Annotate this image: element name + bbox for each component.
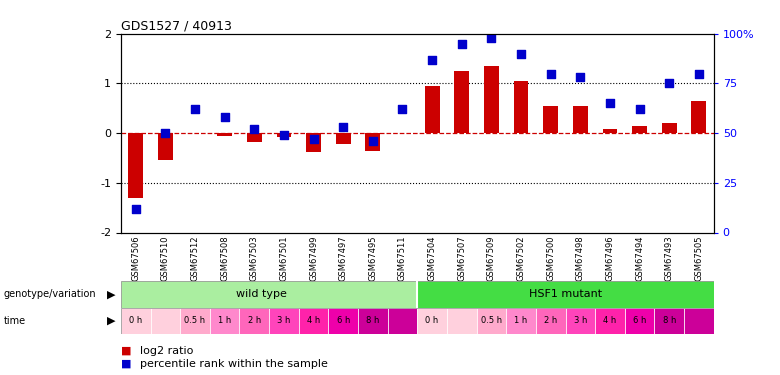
Text: 4 h: 4 h bbox=[604, 316, 616, 325]
Bar bbox=[544, 106, 558, 133]
Text: 0.5 h: 0.5 h bbox=[480, 316, 502, 325]
Point bbox=[337, 124, 349, 130]
Text: 0 h: 0 h bbox=[129, 316, 142, 325]
Bar bbox=[595, 308, 625, 334]
Text: ■: ■ bbox=[121, 359, 131, 369]
Bar bbox=[180, 308, 210, 334]
Point bbox=[604, 100, 616, 106]
Bar bbox=[158, 133, 173, 160]
Point bbox=[544, 70, 557, 76]
Bar bbox=[514, 81, 529, 133]
Bar bbox=[388, 308, 417, 334]
Point bbox=[159, 130, 172, 136]
Point bbox=[189, 106, 201, 112]
Bar bbox=[328, 308, 358, 334]
Text: percentile rank within the sample: percentile rank within the sample bbox=[140, 359, 328, 369]
Text: HSF1 mutant: HSF1 mutant bbox=[529, 290, 602, 299]
Text: 1 h: 1 h bbox=[218, 316, 231, 325]
Bar bbox=[366, 133, 381, 150]
Text: 0.5 h: 0.5 h bbox=[184, 316, 206, 325]
Point bbox=[633, 106, 646, 112]
Bar bbox=[662, 123, 677, 133]
Bar bbox=[336, 133, 351, 144]
Point bbox=[426, 57, 438, 63]
Bar bbox=[217, 133, 232, 136]
Bar bbox=[506, 308, 536, 334]
Text: genotype/variation: genotype/variation bbox=[4, 290, 97, 299]
Bar bbox=[633, 126, 647, 133]
Text: 8 h: 8 h bbox=[366, 316, 380, 325]
Text: ■: ■ bbox=[121, 346, 131, 355]
Point bbox=[663, 81, 675, 87]
Point bbox=[574, 75, 587, 81]
Point bbox=[278, 132, 290, 138]
Bar bbox=[151, 308, 180, 334]
Bar bbox=[269, 308, 299, 334]
Point bbox=[456, 41, 468, 47]
Point bbox=[515, 51, 527, 57]
Point bbox=[307, 136, 320, 142]
Text: ▶: ▶ bbox=[107, 290, 115, 299]
Bar bbox=[536, 308, 566, 334]
Bar bbox=[128, 133, 144, 198]
Text: 0 h: 0 h bbox=[426, 316, 438, 325]
Text: 4 h: 4 h bbox=[307, 316, 320, 325]
Text: 6 h: 6 h bbox=[336, 316, 350, 325]
Bar bbox=[299, 308, 328, 334]
Point bbox=[367, 138, 379, 144]
Point bbox=[218, 114, 231, 120]
Point bbox=[485, 35, 498, 41]
Text: ▶: ▶ bbox=[107, 316, 115, 326]
Bar bbox=[625, 308, 654, 334]
Text: time: time bbox=[4, 316, 26, 326]
Text: wild type: wild type bbox=[236, 290, 287, 299]
Bar bbox=[239, 308, 269, 334]
Bar bbox=[417, 281, 714, 308]
Point bbox=[129, 206, 142, 212]
Bar bbox=[573, 106, 588, 133]
Bar bbox=[358, 308, 388, 334]
Point bbox=[693, 70, 705, 76]
Point bbox=[396, 106, 409, 112]
Bar bbox=[121, 281, 417, 308]
Bar bbox=[247, 133, 262, 142]
Bar bbox=[425, 86, 440, 133]
Bar bbox=[417, 308, 447, 334]
Text: 6 h: 6 h bbox=[633, 316, 647, 325]
Bar bbox=[484, 66, 499, 133]
Bar bbox=[477, 308, 506, 334]
Bar bbox=[447, 308, 477, 334]
Bar bbox=[277, 133, 292, 137]
Text: 3 h: 3 h bbox=[277, 316, 291, 325]
Bar bbox=[654, 308, 684, 334]
Bar bbox=[692, 101, 707, 133]
Bar bbox=[121, 308, 151, 334]
Text: GDS1527 / 40913: GDS1527 / 40913 bbox=[121, 20, 232, 33]
Text: 1 h: 1 h bbox=[515, 316, 527, 325]
Bar bbox=[307, 133, 321, 152]
Bar bbox=[566, 308, 595, 334]
Text: 2 h: 2 h bbox=[544, 316, 557, 325]
Text: 3 h: 3 h bbox=[573, 316, 587, 325]
Point bbox=[248, 126, 261, 132]
Text: 2 h: 2 h bbox=[248, 316, 261, 325]
Bar bbox=[455, 71, 470, 133]
Bar bbox=[603, 129, 618, 133]
Text: log2 ratio: log2 ratio bbox=[140, 346, 193, 355]
Bar bbox=[210, 308, 239, 334]
Text: 8 h: 8 h bbox=[662, 316, 676, 325]
Bar bbox=[684, 308, 714, 334]
